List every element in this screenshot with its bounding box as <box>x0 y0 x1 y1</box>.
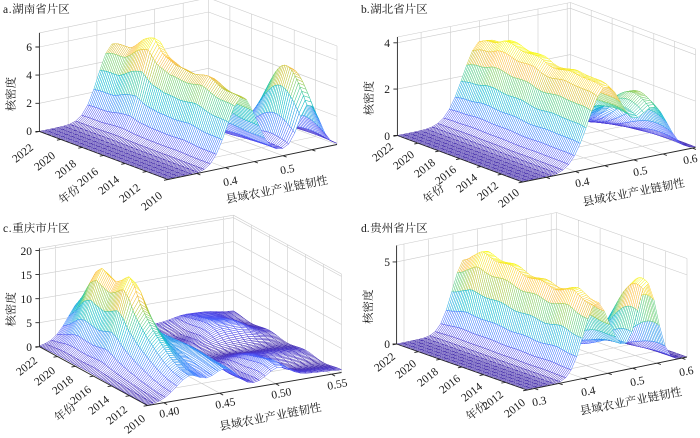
svg-text:2016: 2016 <box>75 166 101 190</box>
svg-text:10: 10 <box>21 294 33 306</box>
svg-text:0.5: 0.5 <box>632 165 649 180</box>
svg-text:.: . <box>9 223 12 235</box>
svg-text:0.5: 0.5 <box>629 375 646 390</box>
svg-text:0.4: 0.4 <box>574 176 591 191</box>
svg-text:2020: 2020 <box>32 150 58 174</box>
svg-text:2010: 2010 <box>139 190 165 214</box>
svg-text:0.3: 0.3 <box>531 395 548 410</box>
svg-text:0.50: 0.50 <box>270 386 292 402</box>
svg-text:2022: 2022 <box>10 142 36 166</box>
svg-text:0: 0 <box>26 126 32 138</box>
svg-text:2010: 2010 <box>502 397 528 421</box>
svg-text:0.5: 0.5 <box>279 163 296 178</box>
svg-text:6: 6 <box>26 42 32 54</box>
svg-text:15: 15 <box>21 270 33 282</box>
svg-text:2010: 2010 <box>122 413 148 437</box>
svg-text:0.6: 0.6 <box>682 153 699 168</box>
svg-text:2014: 2014 <box>459 381 485 405</box>
svg-text:d: d <box>361 223 367 235</box>
svg-text:2014: 2014 <box>454 172 480 196</box>
svg-text:.: . <box>367 223 370 235</box>
svg-text:2012: 2012 <box>480 389 506 413</box>
svg-text:0.4: 0.4 <box>222 175 239 190</box>
svg-text:c: c <box>3 223 8 235</box>
svg-text:4: 4 <box>384 38 390 50</box>
svg-text:.: . <box>367 4 370 16</box>
svg-text:5: 5 <box>26 318 32 330</box>
svg-text:2018: 2018 <box>53 158 79 182</box>
svg-text:b: b <box>361 4 367 16</box>
svg-text:2022: 2022 <box>370 141 396 165</box>
svg-text:0: 0 <box>384 339 390 351</box>
svg-text:4: 4 <box>26 70 32 82</box>
svg-text:0.4: 0.4 <box>580 385 597 400</box>
svg-text:2020: 2020 <box>393 358 419 382</box>
svg-text:2010: 2010 <box>496 187 522 211</box>
svg-text:0.6: 0.6 <box>678 365 695 380</box>
svg-text:0.55: 0.55 <box>326 377 348 393</box>
svg-text:2016: 2016 <box>437 373 463 397</box>
svg-text:20: 20 <box>21 246 33 258</box>
svg-text:0.45: 0.45 <box>214 396 236 412</box>
svg-text:0: 0 <box>26 342 32 354</box>
svg-text:2014: 2014 <box>96 174 122 198</box>
svg-text:2016: 2016 <box>433 164 459 188</box>
svg-text:2: 2 <box>26 98 32 110</box>
svg-text:0: 0 <box>384 131 390 143</box>
svg-text:a: a <box>3 4 8 16</box>
svg-text:.: . <box>9 4 12 16</box>
svg-text:2: 2 <box>384 84 390 96</box>
svg-text:2012: 2012 <box>117 182 143 206</box>
svg-text:5: 5 <box>384 257 390 269</box>
svg-text:2020: 2020 <box>391 149 417 173</box>
svg-text:0.40: 0.40 <box>158 405 180 421</box>
